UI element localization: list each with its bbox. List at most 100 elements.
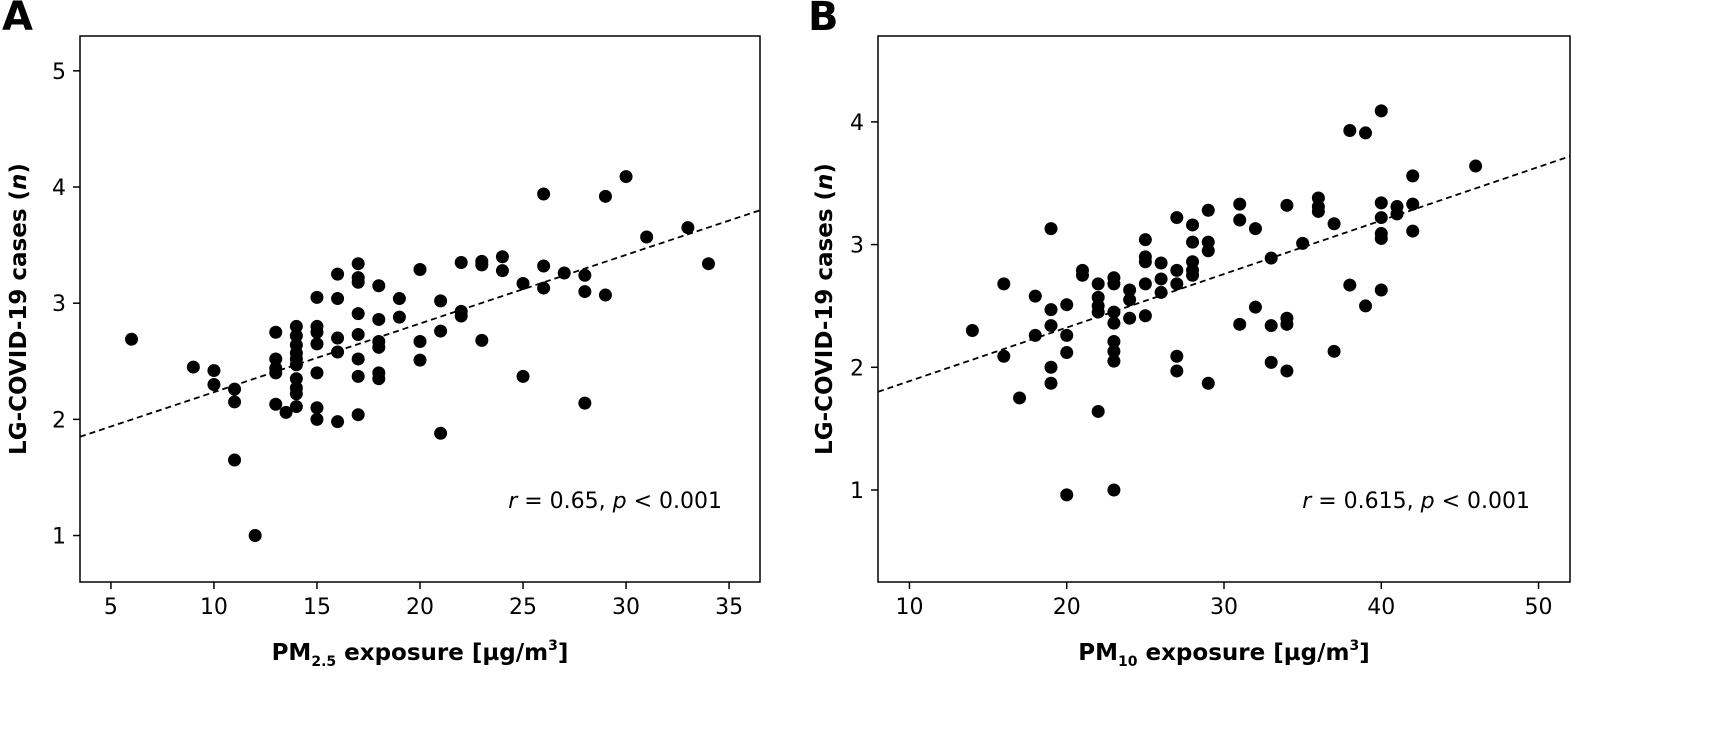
data-point xyxy=(331,292,345,306)
data-point xyxy=(289,387,303,401)
data-point xyxy=(619,170,633,184)
data-point xyxy=(1374,211,1388,225)
y-tick-label: 1 xyxy=(52,525,66,550)
data-point xyxy=(557,266,571,280)
data-point xyxy=(1123,283,1137,297)
data-point xyxy=(228,453,242,467)
data-point xyxy=(640,230,654,244)
data-point xyxy=(289,400,303,414)
data-point xyxy=(310,337,324,351)
data-point xyxy=(1044,319,1058,333)
data-point xyxy=(207,378,221,392)
data-point xyxy=(1264,355,1278,369)
trend-line xyxy=(79,209,761,438)
x-tick-label: 30 xyxy=(612,595,640,620)
data-point xyxy=(1406,224,1420,238)
data-point xyxy=(351,352,365,366)
x-tick-label: 5 xyxy=(104,595,118,620)
data-point xyxy=(434,324,448,338)
y-axis-title: LG-COVID-19 cases (n) xyxy=(6,163,32,455)
data-point xyxy=(1154,256,1168,270)
data-point xyxy=(413,353,427,367)
y-tick-label: 4 xyxy=(850,111,864,136)
data-point xyxy=(997,277,1011,291)
data-point xyxy=(228,382,242,396)
data-point xyxy=(701,257,715,271)
data-point xyxy=(310,290,324,304)
panel-letter: A xyxy=(2,0,33,40)
data-point xyxy=(1138,277,1152,291)
data-point xyxy=(434,294,448,308)
data-point xyxy=(1123,293,1137,307)
correlation-annotation: r = 0.65, p < 0.001 xyxy=(508,489,722,514)
data-point xyxy=(681,221,695,235)
data-point xyxy=(1107,277,1121,291)
data-point xyxy=(289,319,303,333)
trend-line xyxy=(877,155,1571,393)
data-point xyxy=(537,281,551,295)
data-point xyxy=(1280,317,1294,331)
data-point xyxy=(1233,197,1247,211)
data-point xyxy=(289,358,303,372)
data-point xyxy=(1170,364,1184,378)
data-point xyxy=(310,412,324,426)
data-point xyxy=(1201,244,1215,258)
data-point xyxy=(475,333,489,347)
data-point xyxy=(495,250,509,264)
data-point xyxy=(331,267,345,281)
data-point xyxy=(1028,289,1042,303)
y-tick-label: 4 xyxy=(52,176,66,201)
data-point xyxy=(1060,346,1074,360)
data-point xyxy=(372,372,386,386)
data-point xyxy=(1264,319,1278,333)
data-point xyxy=(1107,335,1121,349)
correlation-annotation: r = 0.615, p < 0.001 xyxy=(1302,489,1530,514)
data-point xyxy=(1060,488,1074,502)
data-point xyxy=(351,257,365,271)
x-tick-label: 40 xyxy=(1367,595,1395,620)
data-point xyxy=(434,426,448,440)
data-point xyxy=(1311,204,1325,218)
data-point xyxy=(495,264,509,278)
x-axis-title: PM10 exposure [µg/m3] xyxy=(1078,638,1370,670)
data-point xyxy=(1406,197,1420,211)
x-tick-label: 50 xyxy=(1525,595,1553,620)
data-point xyxy=(1406,169,1420,183)
data-point xyxy=(331,331,345,345)
data-point xyxy=(1248,222,1262,236)
data-point xyxy=(1469,159,1483,173)
data-point xyxy=(351,275,365,289)
data-point xyxy=(1359,299,1373,313)
data-point xyxy=(1154,272,1168,286)
panel-letter: B xyxy=(808,0,839,40)
data-point xyxy=(965,323,979,337)
data-point xyxy=(310,366,324,380)
data-point xyxy=(310,325,324,339)
data-point xyxy=(1044,222,1058,236)
data-point xyxy=(1170,263,1184,277)
data-point xyxy=(1374,196,1388,210)
data-point xyxy=(1374,231,1388,245)
data-point xyxy=(598,189,612,203)
data-point xyxy=(1359,126,1373,140)
x-tick-label: 10 xyxy=(895,595,923,620)
x-tick-label: 15 xyxy=(303,595,331,620)
y-axis-title: LG-COVID-19 cases (n) xyxy=(812,163,838,455)
data-point xyxy=(578,268,592,282)
data-point xyxy=(997,349,1011,363)
data-point xyxy=(289,329,303,343)
data-point xyxy=(392,310,406,324)
data-point xyxy=(454,256,468,270)
data-point xyxy=(516,276,530,290)
data-point xyxy=(537,259,551,273)
data-point xyxy=(1233,317,1247,331)
data-point xyxy=(1201,376,1215,390)
data-point xyxy=(125,332,139,346)
data-point xyxy=(454,309,468,323)
x-tick-label: 10 xyxy=(200,595,228,620)
data-point xyxy=(413,263,427,277)
data-point xyxy=(1138,233,1152,247)
data-point xyxy=(1343,123,1357,137)
data-point xyxy=(1107,483,1121,497)
data-point xyxy=(1091,277,1105,291)
